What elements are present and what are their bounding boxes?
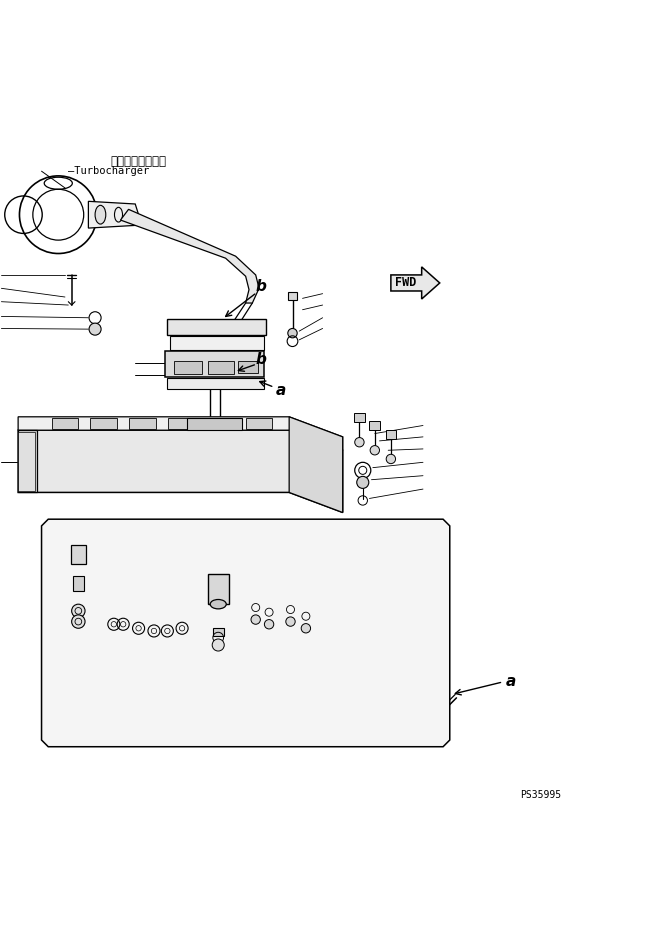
Bar — [168, 418, 195, 429]
Circle shape — [212, 639, 224, 651]
Polygon shape — [120, 209, 259, 303]
Bar — [71, 545, 86, 564]
Circle shape — [357, 477, 369, 489]
Bar — [174, 360, 202, 374]
Bar — [165, 351, 264, 377]
Polygon shape — [391, 267, 439, 299]
Bar — [91, 418, 117, 429]
Ellipse shape — [95, 205, 106, 224]
Circle shape — [72, 604, 85, 617]
Text: a: a — [276, 383, 286, 398]
Bar — [167, 319, 266, 335]
Text: PS35995: PS35995 — [520, 790, 561, 800]
Bar — [129, 418, 156, 429]
Ellipse shape — [210, 599, 226, 609]
Text: b: b — [255, 279, 267, 294]
Circle shape — [288, 328, 297, 338]
Bar — [386, 431, 396, 439]
Circle shape — [251, 615, 260, 625]
Bar — [170, 337, 263, 350]
Polygon shape — [18, 416, 343, 450]
Circle shape — [264, 620, 274, 629]
Text: ターボチャージャ: ターボチャージャ — [111, 155, 167, 168]
Bar — [181, 322, 261, 335]
Bar — [52, 418, 79, 429]
Bar — [208, 360, 235, 374]
Circle shape — [286, 617, 295, 627]
Circle shape — [301, 624, 310, 633]
Circle shape — [370, 446, 380, 455]
Bar — [213, 628, 224, 636]
Polygon shape — [289, 416, 343, 512]
Bar — [239, 360, 258, 372]
Text: —Turbocharger: —Turbocharger — [69, 166, 150, 176]
Polygon shape — [89, 202, 138, 228]
Bar — [208, 574, 229, 604]
Bar — [288, 292, 297, 299]
Text: b: b — [255, 352, 267, 367]
Bar — [370, 421, 380, 431]
Polygon shape — [42, 520, 450, 747]
Bar — [167, 378, 263, 388]
Circle shape — [89, 323, 101, 335]
Bar — [18, 431, 37, 492]
Bar — [246, 418, 272, 429]
Bar — [18, 431, 35, 492]
Bar — [73, 576, 84, 591]
Circle shape — [355, 437, 364, 446]
Circle shape — [72, 615, 85, 628]
Text: a: a — [506, 674, 517, 689]
Text: FWD: FWD — [395, 277, 416, 290]
Bar — [207, 418, 234, 429]
Circle shape — [386, 454, 396, 463]
Bar — [354, 414, 365, 422]
Polygon shape — [18, 431, 343, 512]
Bar — [187, 418, 243, 431]
